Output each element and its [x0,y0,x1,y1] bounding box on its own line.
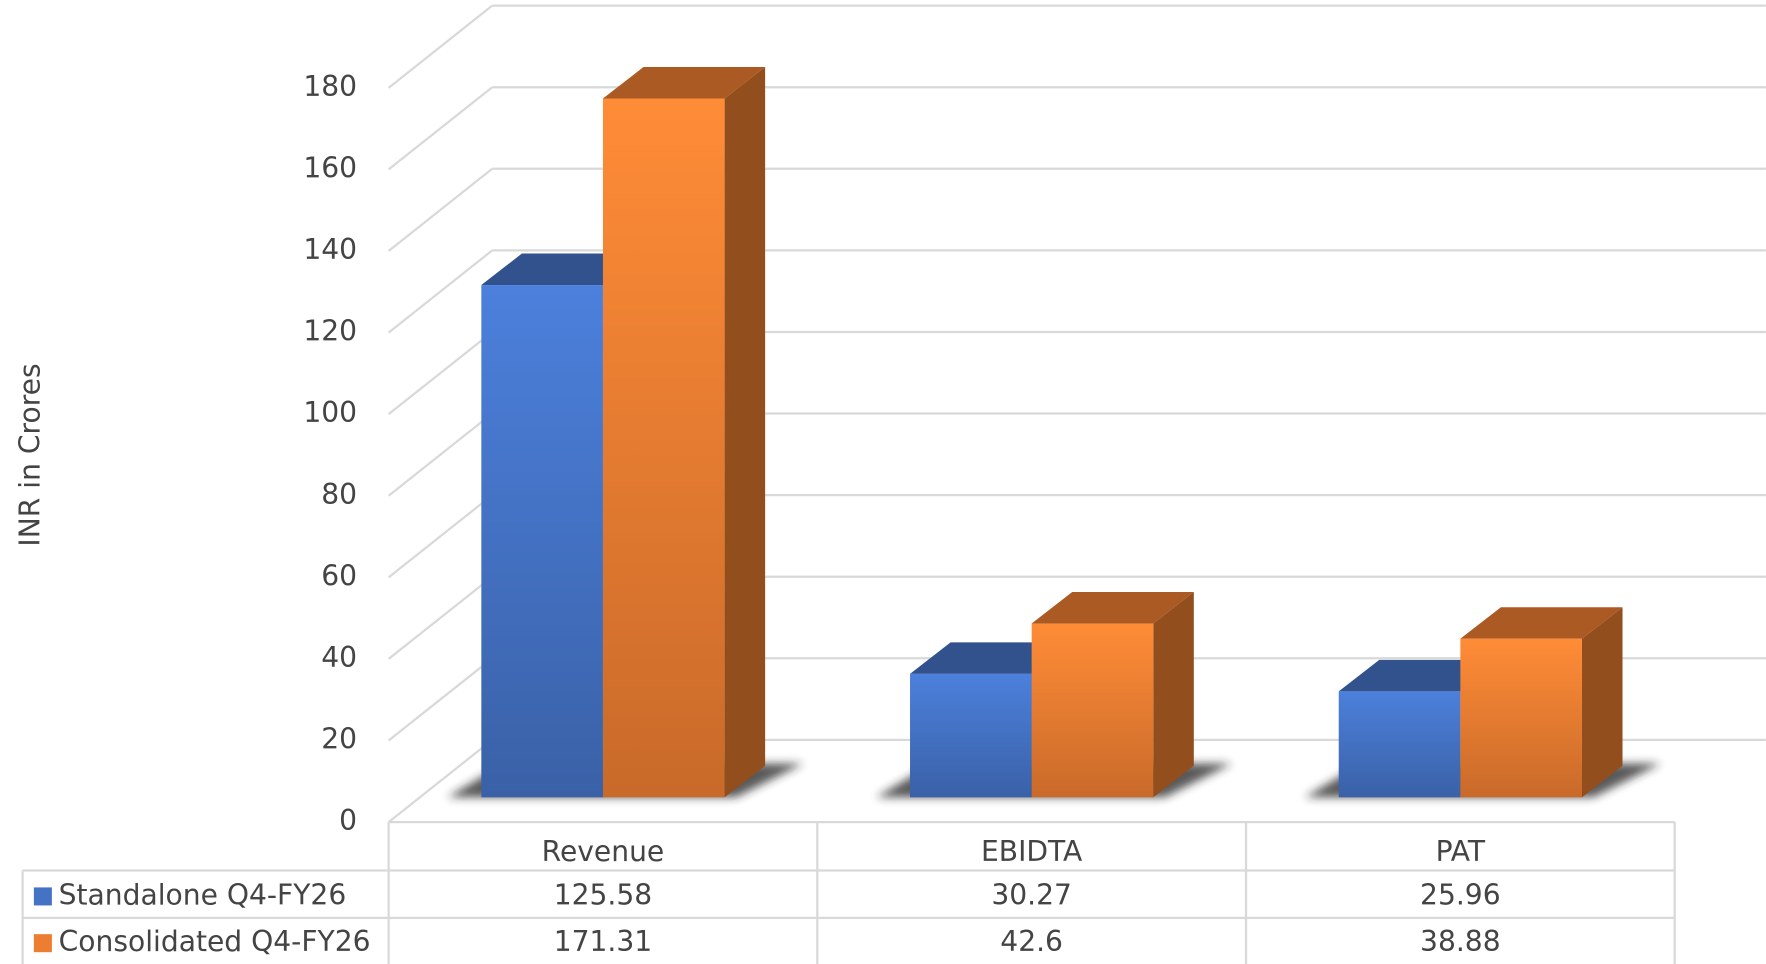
grid-line [387,657,493,742]
grid-line [387,331,493,416]
bar [1460,607,1623,798]
y-tick-label: 120 [303,315,357,348]
table-value: 125.58 [554,878,652,911]
table-value: 171.31 [554,925,652,958]
bar [1031,592,1194,798]
bar-front [481,285,603,798]
grid-line [387,739,493,823]
grid-line [387,575,493,660]
grid-line [387,412,493,497]
legend-label: Standalone Q4-FY26 [59,878,347,911]
table-value: 30.27 [991,878,1072,911]
table-value: 25.96 [1420,878,1501,911]
x-tick-label: PAT [1436,835,1486,868]
y-tick-label: 180 [303,70,357,103]
grid-line [387,249,493,334]
bar-front [1460,638,1582,798]
grid-line [387,86,493,171]
bar-top [1460,607,1623,639]
table-value: 42.6 [1000,925,1063,958]
bar-side [1153,592,1194,798]
bar [602,66,766,798]
y-tick-label: 140 [303,233,357,266]
bar-side [1581,607,1623,798]
grid-line [387,4,493,89]
y-tick-label: 80 [321,478,357,511]
bar-front [910,673,1032,798]
x-tick-label: EBIDTA [981,835,1083,868]
x-tick-label: Revenue [542,835,665,868]
bar-top [602,66,766,99]
y-tick-label: 60 [321,559,357,592]
bar-front [1338,691,1461,798]
bar-front [602,98,725,798]
grid-line [387,167,493,252]
y-tick-label: 160 [303,151,357,184]
bar-side [724,66,766,798]
grid-line [387,494,493,579]
y-tick-label: 100 [303,396,357,429]
legend-swatch [33,887,52,906]
table-value: 38.88 [1420,925,1501,958]
y-tick-label: 0 [339,804,357,837]
legend-swatch [33,934,52,953]
y-axis-label: INR in Crores [14,363,47,546]
y-tick-label: 40 [321,641,357,674]
legend-label: Consolidated Q4-FY26 [59,925,371,958]
bar-top [1031,592,1194,624]
y-tick-label: 20 [321,723,357,756]
bar-front [1031,623,1154,798]
